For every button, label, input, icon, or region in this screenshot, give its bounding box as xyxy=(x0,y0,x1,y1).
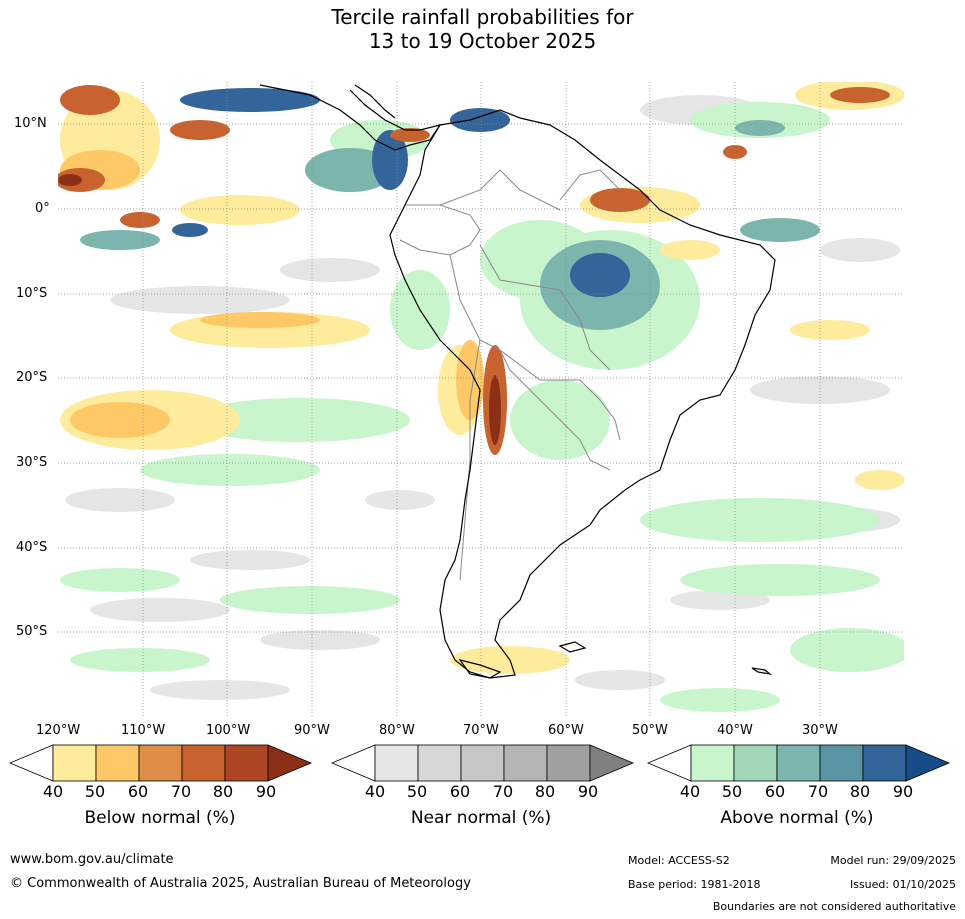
below-normal-shading-mid xyxy=(60,150,484,438)
footer-copyright: © Commonwealth of Australia 2025, Austra… xyxy=(10,876,471,891)
colorbar-title-below-normal: Below normal (%) xyxy=(84,808,236,828)
colorbar-segment xyxy=(374,744,419,782)
colorbar-extend-low xyxy=(330,744,376,782)
colorbar-extend-high xyxy=(905,744,951,782)
colorbar-tick: 90 xyxy=(892,782,914,801)
south-america-coast xyxy=(389,109,776,679)
lon-label: 30°W xyxy=(802,723,838,738)
lat-label: 20°S xyxy=(16,370,48,385)
lon-label: 50°W xyxy=(632,723,668,738)
lon-label: 70°W xyxy=(463,723,499,738)
colorbar-segment xyxy=(546,744,591,782)
tierra-del-fuego xyxy=(458,659,502,679)
map-title-line-2: 13 to 19 October 2025 xyxy=(368,29,597,53)
colorbar-extend-high xyxy=(267,744,313,782)
colorbar-tick: 50 xyxy=(721,782,743,801)
colorbar-tick: 50 xyxy=(84,782,106,801)
footer-issued: Issued: 01/10/2025 xyxy=(849,878,956,891)
colorbar-tick: 60 xyxy=(449,782,471,801)
colorbar-near-normal xyxy=(330,744,635,782)
caribbean-coast xyxy=(354,84,396,119)
colorbar-tick: 50 xyxy=(406,782,428,801)
colorbar-tick: 70 xyxy=(492,782,514,801)
colorbar-tick: 80 xyxy=(212,782,234,801)
colorbar-segment xyxy=(417,744,462,782)
colorbar-title-near-normal: Near normal (%) xyxy=(410,808,552,828)
colorbar-segment xyxy=(52,744,97,782)
colorbar-segment xyxy=(776,744,821,782)
lat-label: 0° xyxy=(35,201,50,216)
lat-label: 40°S xyxy=(16,540,48,555)
colorbar-tick: 90 xyxy=(577,782,599,801)
colorbar-segment xyxy=(733,744,778,782)
lon-label: 120°W xyxy=(36,723,81,738)
footer-url: www.bom.gov.au/climate xyxy=(10,852,174,867)
colorbar-title-above-normal: Above normal (%) xyxy=(720,808,874,828)
colorbar-segment xyxy=(181,744,226,782)
colorbar-segment xyxy=(460,744,505,782)
near-normal-shading xyxy=(65,95,900,700)
country-boundaries xyxy=(399,169,621,581)
colorbar-tick: 90 xyxy=(255,782,277,801)
colorbar-segment xyxy=(224,744,269,782)
lat-label: 30°S xyxy=(16,455,48,470)
colorbar-above-normal xyxy=(646,744,951,782)
lat-label: 10°S xyxy=(16,286,48,301)
colorbar-segment xyxy=(862,744,907,782)
colorbar-segment xyxy=(503,744,548,782)
colorbar-segment xyxy=(138,744,183,782)
colorbar-tick: 40 xyxy=(364,782,386,801)
colorbar-tick: 60 xyxy=(764,782,786,801)
footer-base-period: Base period: 1981-2018 xyxy=(628,878,761,891)
lon-label: 60°W xyxy=(548,723,584,738)
coastline xyxy=(259,84,776,679)
below-normal-shading-dark xyxy=(58,85,890,455)
footer-disclaimer: Boundaries are not considered authoritat… xyxy=(712,900,956,913)
colorbar-extend-low xyxy=(8,744,54,782)
probability-field xyxy=(58,82,904,712)
lon-label: 40°W xyxy=(717,723,753,738)
lat-label: 50°S xyxy=(16,624,48,639)
lat-label: 10°N xyxy=(14,116,47,131)
colorbar-extend-high xyxy=(589,744,635,782)
colorbar-segment xyxy=(819,744,864,782)
colorbar-extend-low xyxy=(646,744,692,782)
colorbar-segment xyxy=(95,744,140,782)
lon-label: 80°W xyxy=(379,723,415,738)
colorbar-tick: 70 xyxy=(170,782,192,801)
colorbar-segment xyxy=(690,744,735,782)
footer-model-run: Model run: 29/09/2025 xyxy=(830,854,956,867)
colorbar-tick: 40 xyxy=(42,782,64,801)
lon-label: 90°W xyxy=(294,723,330,738)
colorbar-tick: 40 xyxy=(679,782,701,801)
above-normal-shading-dark xyxy=(172,88,630,297)
lon-label: 100°W xyxy=(206,723,251,738)
colorbar-tick: 80 xyxy=(849,782,871,801)
colorbar-below-normal xyxy=(8,744,313,782)
colorbar-tick: 80 xyxy=(534,782,556,801)
central-america-coast xyxy=(259,84,442,151)
footer-model: Model: ACCESS-S2 xyxy=(628,854,730,867)
lon-label: 110°W xyxy=(121,723,166,738)
below-normal-shading-darkest xyxy=(58,174,501,445)
map-title-line-1: Tercile rainfall probabilities for xyxy=(331,5,634,29)
graticule xyxy=(58,82,904,716)
colorbar-tick: 70 xyxy=(807,782,829,801)
south-georgia xyxy=(751,667,773,675)
falkland-islands xyxy=(558,641,587,653)
colorbar-tick: 60 xyxy=(127,782,149,801)
